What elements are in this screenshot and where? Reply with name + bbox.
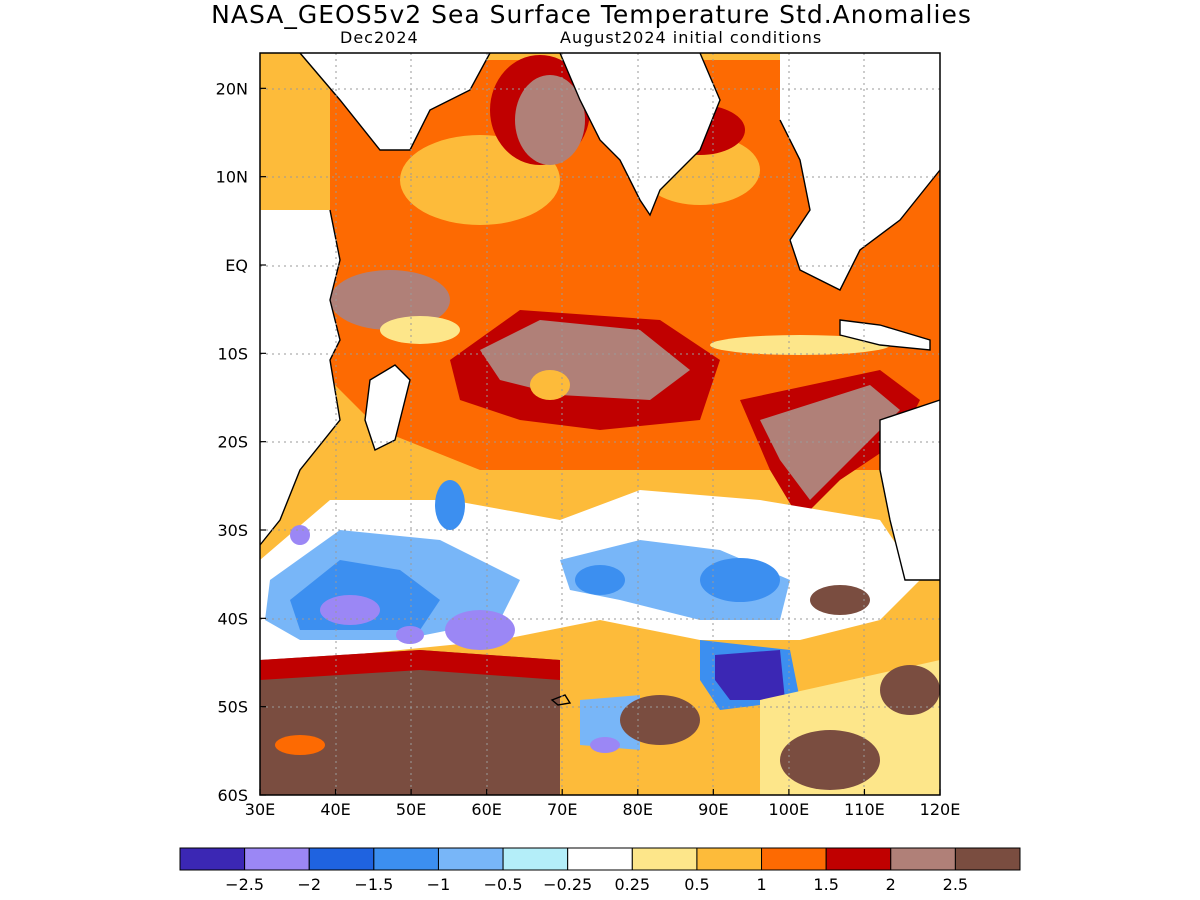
lat-tick-label: 40S: [217, 609, 248, 628]
extreme-anomaly-region: [810, 585, 870, 615]
lon-tick-label: 40E: [320, 800, 350, 819]
lon-tick-label: 70E: [547, 800, 577, 819]
extreme-cool-region: [715, 650, 785, 700]
colorbar-swatch: [825, 847, 892, 871]
lat-tick-label: 50S: [217, 698, 248, 717]
extreme-anomaly-region: [620, 695, 700, 745]
australia-land: [880, 400, 940, 580]
cool-anomaly-region: [575, 565, 625, 595]
colorbar-swatch: [179, 847, 246, 871]
map-title: NASA_GEOS5v2 Sea Surface Temperature Std…: [211, 0, 972, 29]
lat-tick-label: 10S: [217, 344, 248, 363]
lon-tick-label: 120E: [920, 800, 961, 819]
colorbar-label: 1.5: [813, 875, 838, 894]
lat-tick-label: 20S: [217, 433, 248, 452]
warm-anomaly-region: [530, 370, 570, 400]
strong-anomaly-region: [330, 270, 450, 330]
forecast-month: Dec2024: [340, 28, 419, 47]
lon-tick-label: 100E: [769, 800, 810, 819]
strong-anomaly-region: [260, 650, 560, 680]
extreme-anomaly-region: [260, 650, 560, 795]
cool-anomaly-region: [396, 626, 424, 644]
lon-tick-label: 60E: [471, 800, 501, 819]
strong-anomaly-region: [515, 75, 585, 165]
colorbar-label: 0.5: [684, 875, 709, 894]
colorbar-swatch: [761, 847, 827, 871]
lon-tick-label: 80E: [623, 800, 653, 819]
coastlines: [259, 52, 941, 706]
colorbar-label: −0.25: [543, 875, 592, 894]
initial-conditions-label: August2024 initial conditions: [560, 28, 823, 47]
graticule: [260, 53, 940, 795]
colorbar-swatch: [890, 847, 956, 871]
warm-anomaly-region: [380, 316, 460, 344]
colorbar-swatch: [567, 847, 633, 871]
arabia-land: [260, 53, 490, 150]
colorbar-label: 2: [886, 875, 896, 894]
lat-tick-label: 60S: [217, 786, 248, 805]
anomaly-field: [260, 53, 940, 795]
colorbar-legend: −2.5 −2 −1.5 −1 −0.5 −0.25 0.25 0.5 1 1.5 2 2.5: [179, 847, 1021, 894]
southeast-asia-land: [780, 53, 940, 290]
india-land: [560, 53, 720, 215]
colorbar-swatch: [308, 847, 375, 871]
colorbar-swatch: [373, 847, 439, 871]
cool-anomaly-region: [435, 480, 465, 530]
lat-tick-label: 10N: [216, 168, 248, 187]
extreme-anomaly-region: [880, 665, 940, 715]
latitude-axis: 20N 10N EQ 10S 20S 30S 40S 50S 60S: [216, 79, 266, 805]
lon-tick-label: 30E: [245, 800, 275, 819]
lat-tick-label: 20N: [216, 79, 248, 98]
lat-tick-label: EQ: [225, 256, 248, 275]
colorbar-swatch: [954, 847, 1021, 871]
map-frame: [259, 52, 941, 796]
cool-anomaly-region: [700, 558, 780, 602]
colorbar-label: −1.5: [354, 875, 393, 894]
africa-land: [260, 210, 340, 545]
lat-tick-label: 30S: [217, 521, 248, 540]
colorbar-label: −2.5: [225, 875, 264, 894]
cool-anomaly-region: [445, 610, 515, 650]
lon-tick-label: 90E: [698, 800, 728, 819]
colorbar-label: −2: [297, 875, 321, 894]
colorbar-label: −0.5: [484, 875, 523, 894]
lon-tick-label: 110E: [844, 800, 885, 819]
colorbar-swatch: [437, 847, 504, 871]
cool-anomaly-region: [290, 525, 310, 545]
colorbar-swatch: [244, 847, 310, 871]
colorbar-label: −1: [427, 875, 451, 894]
lon-tick-label: 50E: [396, 800, 426, 819]
colorbar-swatch: [631, 847, 698, 871]
warm-anomaly-region: [710, 335, 890, 355]
cool-anomaly-region: [590, 737, 620, 753]
colorbar-swatch: [696, 847, 763, 871]
madagascar-land: [365, 365, 410, 450]
colorbar-label: 1: [756, 875, 766, 894]
colorbar-label: 0.25: [614, 875, 650, 894]
colorbar-swatch: [502, 847, 569, 871]
java-land: [840, 320, 930, 350]
cool-anomaly-region: [320, 595, 380, 625]
longitude-axis: 30E 40E 50E 60E 70E 80E 90E 100E 110E 120E: [245, 789, 961, 819]
extreme-anomaly-region: [780, 730, 880, 790]
strong-anomaly-region: [275, 735, 325, 755]
colorbar-label: 2.5: [943, 875, 968, 894]
